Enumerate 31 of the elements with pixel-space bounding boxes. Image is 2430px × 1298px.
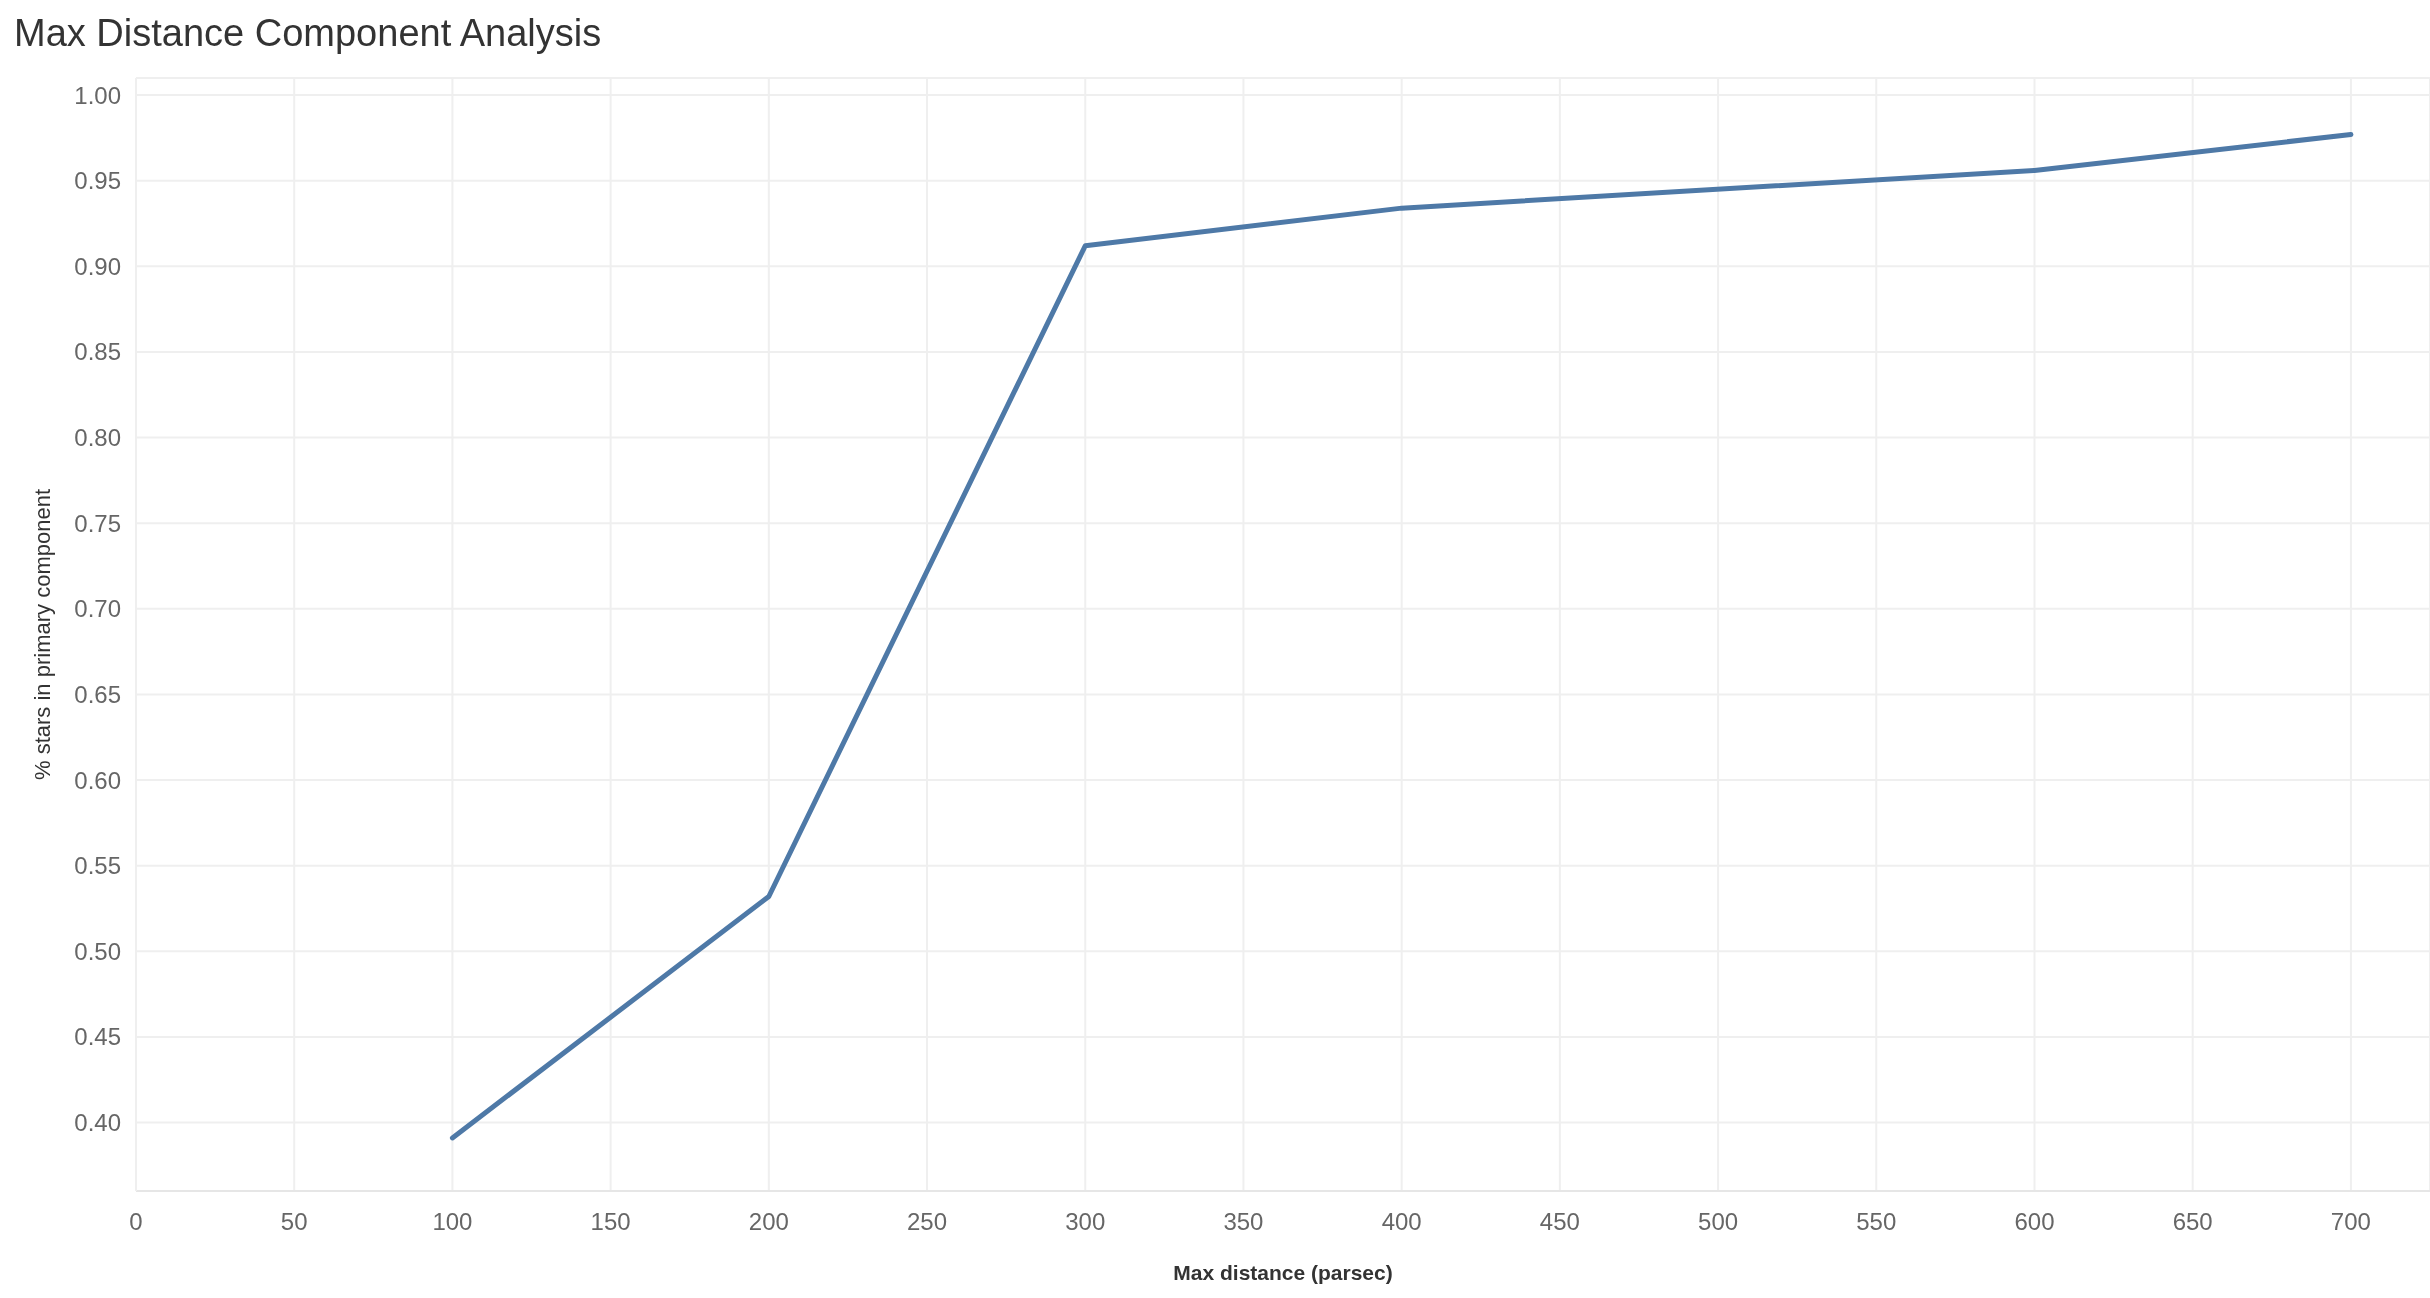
y-tick-label: 0.45 (74, 1023, 121, 1051)
x-tick-label: 0 (129, 1208, 143, 1236)
x-tick-label: 700 (2330, 1208, 2371, 1236)
y-tick-label: 0.90 (74, 252, 121, 280)
x-tick-label: 350 (1223, 1208, 1264, 1236)
x-axis-title: Max distance (parsec) (1173, 1261, 1393, 1284)
y-tick-label: 0.95 (74, 167, 121, 195)
y-tick-label: 0.70 (74, 595, 121, 623)
x-tick-label: 550 (1856, 1208, 1897, 1236)
x-tick-label: 200 (748, 1208, 789, 1236)
x-tick-label: 100 (432, 1208, 473, 1236)
y-tick-label: 0.60 (74, 766, 121, 794)
y-tick-label: 0.55 (74, 852, 121, 880)
y-tick-label: 0.80 (74, 424, 121, 452)
x-tick-label: 150 (590, 1208, 631, 1236)
x-tick-label: 500 (1698, 1208, 1739, 1236)
y-tick-label: 0.65 (74, 680, 121, 708)
x-tick-label: 50 (280, 1208, 308, 1236)
x-tick-label: 450 (1539, 1208, 1580, 1236)
x-tick-label: 300 (1065, 1208, 1106, 1236)
y-tick-label: 0.40 (74, 1109, 121, 1137)
y-tick-label: 0.50 (74, 937, 121, 965)
y-axis-title: % stars in primary component (29, 489, 55, 780)
x-tick-label: 400 (1381, 1208, 1422, 1236)
y-tick-label: 1.00 (74, 81, 121, 109)
chart-title: Max Distance Component Analysis (14, 12, 602, 55)
x-tick-label: 650 (2172, 1208, 2213, 1236)
x-tick-label: 600 (2014, 1208, 2055, 1236)
x-tick-label: 250 (907, 1208, 948, 1236)
y-tick-label: 0.85 (74, 338, 121, 366)
y-tick-label: 0.75 (74, 509, 121, 537)
